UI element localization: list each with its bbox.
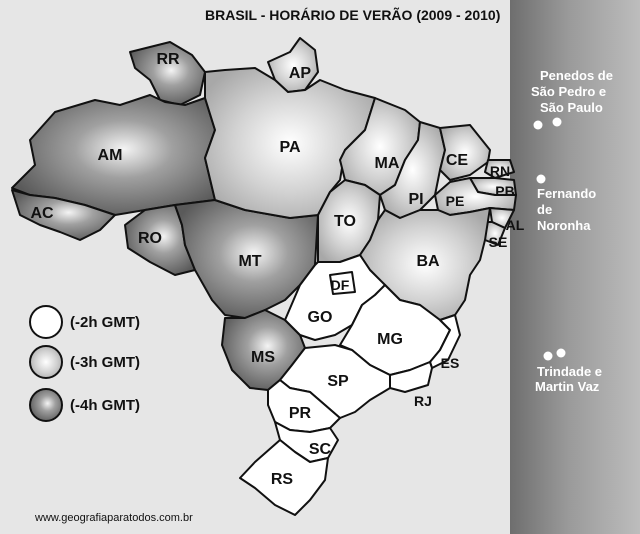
- island-label-penedos-2: São Pedro e: [531, 84, 606, 99]
- source-url: www.geografiaparatodos.com.br: [34, 512, 193, 524]
- legend-swatch-minus2: [29, 305, 63, 339]
- island-label-noronha-3: Noronha: [537, 218, 591, 233]
- label-ro: RO: [138, 230, 162, 247]
- label-go: GO: [308, 309, 333, 326]
- island-dot-trindade-1: [543, 351, 553, 361]
- map-title: BRASIL - HORÁRIO DE VERÃO (2009 - 2010): [205, 6, 500, 23]
- label-rr: RR: [156, 51, 180, 68]
- legend: (-2h GMT) (-3h GMT) (-4h GMT): [29, 305, 140, 422]
- state-rs: [239, 439, 329, 516]
- label-rn: RN: [490, 163, 510, 179]
- label-ba: BA: [416, 253, 440, 270]
- state-pr: [267, 379, 341, 433]
- state-rj: [389, 361, 433, 393]
- label-sc: SC: [309, 441, 332, 458]
- label-mt: MT: [238, 253, 261, 270]
- label-pi: PI: [408, 191, 423, 208]
- legend-label-minus3: (-3h GMT): [70, 354, 140, 371]
- label-mg: MG: [377, 331, 403, 348]
- label-rs: RS: [271, 471, 294, 488]
- label-ms: MS: [251, 349, 275, 366]
- island-label-penedos-3: São Paulo: [540, 100, 603, 115]
- ocean-band: [510, 0, 640, 534]
- island-dot-penedos-1: [533, 120, 543, 130]
- label-ac: AC: [30, 205, 54, 222]
- label-pa: PA: [279, 139, 300, 156]
- state-rr: [129, 41, 206, 106]
- state-df: [329, 271, 356, 295]
- island-label-penedos-1: Penedos de: [540, 68, 613, 83]
- island-label-noronha-2: de: [537, 202, 552, 217]
- legend-label-minus4: (-4h GMT): [70, 397, 140, 414]
- label-sp: SP: [327, 373, 349, 390]
- label-ma: MA: [375, 155, 400, 172]
- label-ce: CE: [446, 152, 469, 169]
- state-rn: [484, 159, 515, 179]
- state-ac: [11, 189, 116, 241]
- legend-label-minus2: (-2h GMT): [70, 314, 140, 331]
- label-pb: PB: [495, 183, 514, 199]
- island-label-noronha-1: Fernando: [537, 186, 596, 201]
- state-ce: [439, 124, 491, 181]
- label-pr: PR: [289, 405, 312, 422]
- label-al: AL: [506, 217, 525, 233]
- label-se: SE: [489, 234, 508, 250]
- legend-swatch-minus4: [29, 388, 63, 422]
- label-rj: RJ: [414, 393, 432, 409]
- label-ap: AP: [289, 65, 312, 82]
- island-dot-trindade-2: [556, 348, 566, 358]
- island-label-trindade-2: Martin Vaz: [535, 379, 600, 394]
- island-label-trindade-1: Trindade e: [537, 364, 602, 379]
- label-df: DF: [331, 277, 350, 293]
- island-dot-penedos-2: [552, 117, 562, 127]
- island-dot-noronha: [536, 174, 546, 184]
- label-am: AM: [98, 147, 123, 164]
- label-to: TO: [334, 213, 356, 230]
- legend-swatch-minus3: [29, 345, 63, 379]
- label-es: ES: [441, 355, 460, 371]
- label-pe: PE: [446, 193, 465, 209]
